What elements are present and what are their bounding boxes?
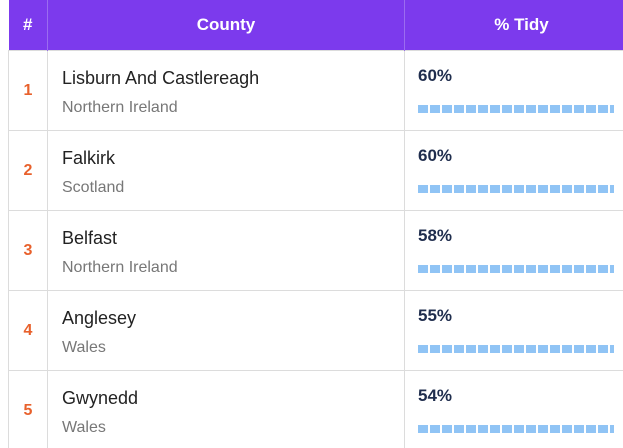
tidy-cell: 55%	[404, 290, 623, 371]
tidy-bar	[418, 185, 614, 193]
row: 2 Falkirk Scotland 60%	[8, 130, 623, 211]
table-header: # County % Tidy	[8, 0, 623, 51]
region: Northern Ireland	[62, 99, 178, 116]
header-cell: % Tidy	[404, 0, 623, 51]
tidy-percent: 60%	[418, 146, 453, 165]
county-cell: Belfast Northern Ireland	[47, 210, 405, 291]
row: 5 Gwynedd Wales 54%	[8, 370, 623, 448]
rank: 2	[8, 130, 48, 211]
region: Scotland	[62, 179, 125, 196]
tidy-percent: 55%	[418, 306, 453, 325]
rank: 3	[8, 210, 48, 291]
rank: 1	[8, 50, 48, 131]
tidy-percent: 54%	[418, 386, 453, 405]
region: Wales	[62, 339, 106, 356]
table-container: # County % Tidy 1 Lisburn And Castlereagh…	[8, 0, 623, 448]
region: Northern Ireland	[62, 259, 178, 276]
row: 1 Lisburn And Castlereagh Northern Ireland…	[8, 50, 623, 131]
tidy-bar	[418, 105, 614, 113]
county-name: Belfast	[62, 228, 118, 248]
tidy-bar	[418, 425, 614, 433]
county-cell: Anglesey Wales	[47, 290, 405, 371]
tidy-bar	[418, 265, 614, 273]
rank: 5	[8, 370, 48, 448]
header-cell: County	[47, 0, 405, 51]
table: # County % Tidy 1 Lisburn And Castlereagh…	[8, 0, 623, 448]
tidy-cell: 60%	[404, 130, 623, 211]
tidy-bar	[418, 345, 614, 353]
tidy-percent: 60%	[418, 66, 453, 85]
county-cell: Lisburn And Castlereagh Northern Ireland	[47, 50, 405, 131]
county-name: Anglesey	[62, 308, 137, 328]
row: 4 Anglesey Wales 55%	[8, 290, 623, 371]
tidy-cell: 60%	[404, 50, 623, 131]
rank: 4	[8, 290, 48, 371]
header-cell: #	[8, 0, 48, 51]
county-name: Gwynedd	[62, 388, 139, 408]
county-cell: Gwynedd Wales	[47, 370, 405, 448]
tidy-cell: 58%	[404, 210, 623, 291]
tidy-percent: 58%	[418, 226, 453, 245]
table-body: 1 Lisburn And Castlereagh Northern Ireland…	[8, 50, 623, 448]
tidy-cell: 54%	[404, 370, 623, 448]
county-cell: Falkirk Scotland	[47, 130, 405, 211]
county-name: Lisburn And Castlereagh	[62, 68, 260, 88]
header-row: # County % Tidy	[8, 0, 623, 51]
county-name: Falkirk	[62, 148, 115, 168]
row: 3 Belfast Northern Ireland 58%	[8, 210, 623, 291]
region: Wales	[62, 419, 106, 436]
